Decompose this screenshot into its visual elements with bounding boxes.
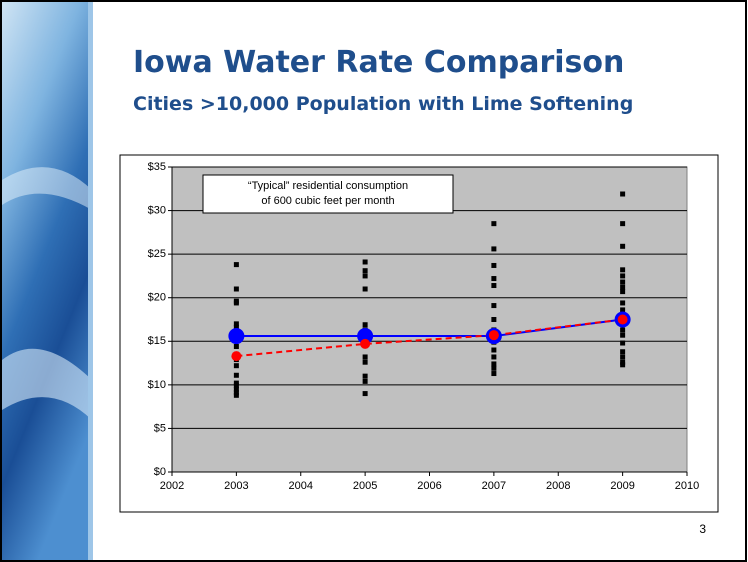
- data-point: [234, 262, 239, 267]
- data-point: [620, 280, 625, 285]
- x-tick-label: 2004: [289, 480, 313, 492]
- data-point: [620, 192, 625, 197]
- data-point: [363, 374, 368, 379]
- y-tick-label: $30: [148, 204, 166, 216]
- x-tick-label: 2008: [546, 480, 570, 492]
- data-point: [620, 354, 625, 359]
- data-point: [363, 259, 368, 264]
- data-point: [363, 360, 368, 365]
- y-tick-label: $15: [148, 335, 166, 347]
- data-point: [234, 363, 239, 368]
- data-point: [491, 303, 496, 308]
- data-point: [620, 289, 625, 294]
- data-point: [491, 354, 496, 359]
- data-point: [234, 287, 239, 292]
- data-point: [491, 263, 496, 268]
- line-marker: [231, 351, 241, 361]
- strip-edge: [88, 2, 93, 560]
- subtitle: Cities >10,000 Population with Lime Soft…: [133, 93, 633, 115]
- y-tick-label: $10: [148, 379, 166, 391]
- data-point: [620, 267, 625, 272]
- y-tick-label: $35: [148, 161, 166, 173]
- title: Iowa Water Rate Comparison: [133, 45, 624, 80]
- line-marker: [618, 315, 628, 325]
- data-point: [620, 341, 625, 346]
- line-marker: [360, 339, 370, 349]
- data-point: [234, 373, 239, 378]
- data-point: [620, 349, 625, 354]
- data-point: [234, 393, 239, 398]
- x-tick-label: 2009: [610, 480, 634, 492]
- chart: $0 $5 $10 $15 $20 $25 $30 $35 2002 2003 2004 2005 20…: [148, 161, 700, 492]
- y-tick-label: $5: [154, 422, 166, 434]
- data-point: [363, 322, 368, 327]
- data-point: [491, 366, 496, 371]
- data-point: [363, 379, 368, 384]
- data-point: [491, 317, 496, 322]
- data-point: [491, 221, 496, 226]
- data-point: [234, 300, 239, 305]
- x-tick-label: 2005: [353, 480, 377, 492]
- data-point: [363, 391, 368, 396]
- data-point: [363, 273, 368, 278]
- data-point: [620, 300, 625, 305]
- line-marker: [228, 328, 244, 344]
- data-point: [620, 221, 625, 226]
- x-tick-label: 2006: [417, 480, 441, 492]
- data-point: [491, 348, 496, 353]
- x-tick-label: 2003: [224, 480, 248, 492]
- y-tick-label: $0: [154, 466, 166, 478]
- data-point: [491, 246, 496, 251]
- data-point: [491, 283, 496, 288]
- data-point: [363, 354, 368, 359]
- data-point: [491, 361, 496, 366]
- data-point: [234, 344, 239, 349]
- x-tick-label: 2002: [160, 480, 184, 492]
- data-point: [491, 276, 496, 281]
- annotation: “Typical” residential consumption: [248, 180, 408, 192]
- data-point: [620, 285, 625, 290]
- page: Iowa Water Rate Comparison Cities >10,00…: [0, 0, 748, 562]
- x-tick-label: 2010: [675, 480, 699, 492]
- data-point: [363, 287, 368, 292]
- data-point: [620, 244, 625, 249]
- slide: Iowa Water Rate Comparison Cities >10,00…: [0, 0, 748, 562]
- y-tick-label: $20: [148, 292, 166, 304]
- y-tick-label: $25: [148, 248, 166, 260]
- page-number: 3: [699, 522, 706, 536]
- line-marker: [489, 330, 499, 340]
- data-point: [620, 333, 625, 338]
- data-point: [363, 268, 368, 273]
- water-decoration: [2, 2, 92, 560]
- data-point: [620, 273, 625, 278]
- data-point: [620, 327, 625, 332]
- data-point: [491, 371, 496, 376]
- data-point: [620, 362, 625, 367]
- annotation: of 600 cubic feet per month: [261, 195, 394, 207]
- x-tick-label: 2007: [482, 480, 506, 492]
